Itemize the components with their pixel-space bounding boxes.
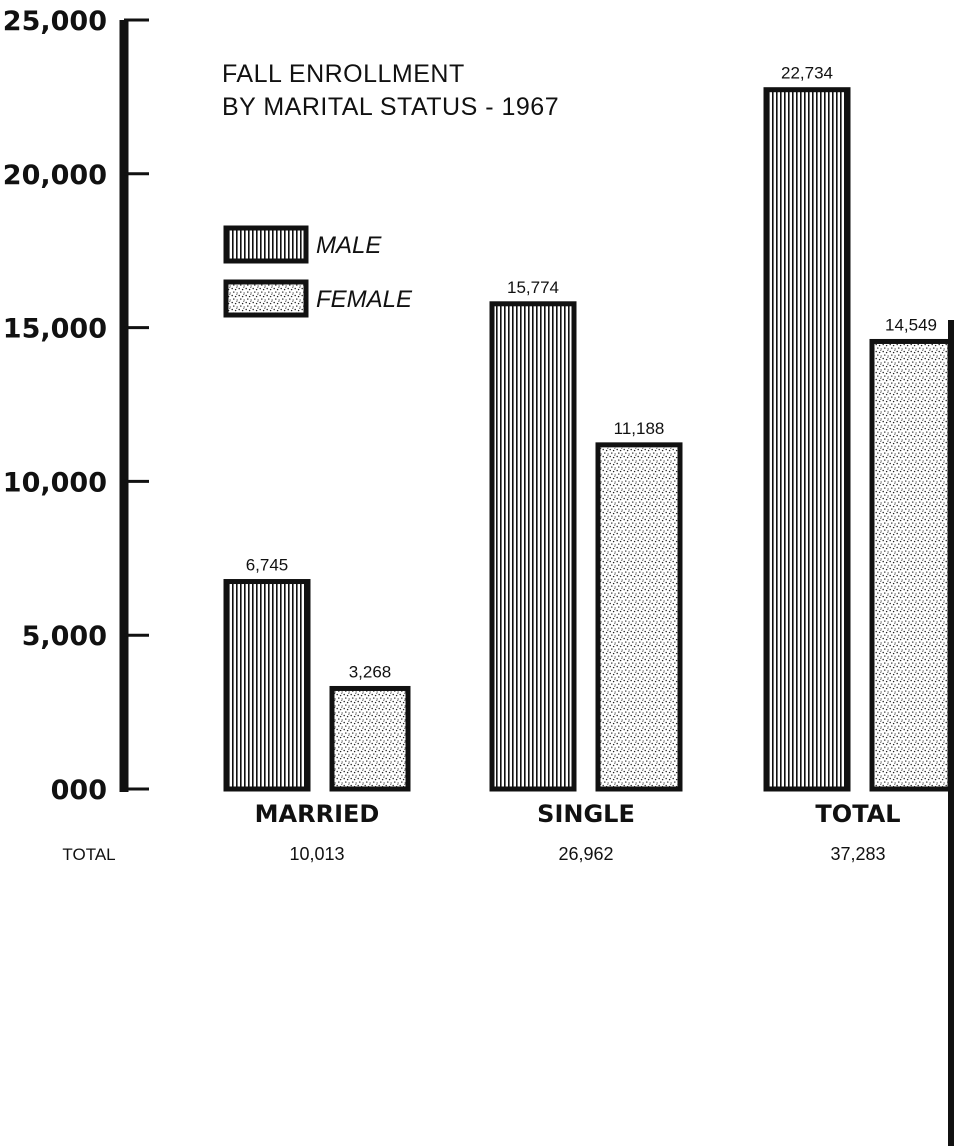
legend-swatch-male bbox=[223, 225, 309, 264]
category-total: 37,283 bbox=[830, 844, 885, 864]
y-tick-label: 20,000 bbox=[3, 160, 107, 191]
value-label: 3,268 bbox=[349, 662, 392, 681]
y-tick-label: 5,000 bbox=[22, 621, 107, 652]
bar-male-total bbox=[763, 87, 851, 792]
category-total: 10,013 bbox=[289, 844, 344, 864]
bar-female-married bbox=[329, 685, 411, 792]
category-label-single: SINGLE bbox=[537, 800, 635, 828]
chart-title-block: FALL ENROLLMENT BY MARITAL STATUS - 1967 bbox=[222, 58, 559, 124]
chart-title: FALL ENROLLMENT bbox=[222, 60, 465, 88]
value-label: 11,188 bbox=[614, 419, 665, 438]
y-tick-label: 000 bbox=[51, 775, 107, 806]
y-axis: 000 5,000 10,000 15,000 20,000 25,000 bbox=[3, 6, 149, 806]
y-tick-label: 15,000 bbox=[3, 314, 107, 345]
bars bbox=[223, 87, 953, 792]
value-label: 15,774 bbox=[507, 278, 559, 297]
data-labels: 6,745 3,268 15,774 11,188 22,734 14,549 bbox=[246, 64, 937, 682]
category-label-married: MARRIED bbox=[255, 800, 380, 828]
bar-male-single bbox=[489, 301, 577, 792]
totals-row-label: TOTAL bbox=[62, 845, 115, 864]
legend: MALE FEMALE bbox=[223, 225, 413, 318]
value-label: 14,549 bbox=[885, 315, 937, 334]
value-label: 22,734 bbox=[781, 64, 833, 83]
legend-swatch-female bbox=[223, 279, 309, 318]
chart-subtitle: BY MARITAL STATUS - 1967 bbox=[222, 93, 560, 121]
bar-female-single bbox=[595, 442, 683, 792]
bar-male-married bbox=[223, 579, 311, 792]
y-tick-label: 25,000 bbox=[3, 6, 107, 37]
bar-female-total bbox=[869, 338, 953, 792]
category-total: 26,962 bbox=[558, 844, 613, 864]
category-label-total: TOTAL bbox=[815, 800, 900, 828]
y-tick-label: 10,000 bbox=[3, 467, 107, 498]
legend-label-male: MALE bbox=[316, 232, 382, 259]
legend-label-female: FEMALE bbox=[316, 286, 413, 313]
value-label: 6,745 bbox=[246, 556, 289, 575]
category-labels: MARRIED 10,013 SINGLE 26,962 TOTAL 37,283 TOTA… bbox=[62, 800, 900, 864]
